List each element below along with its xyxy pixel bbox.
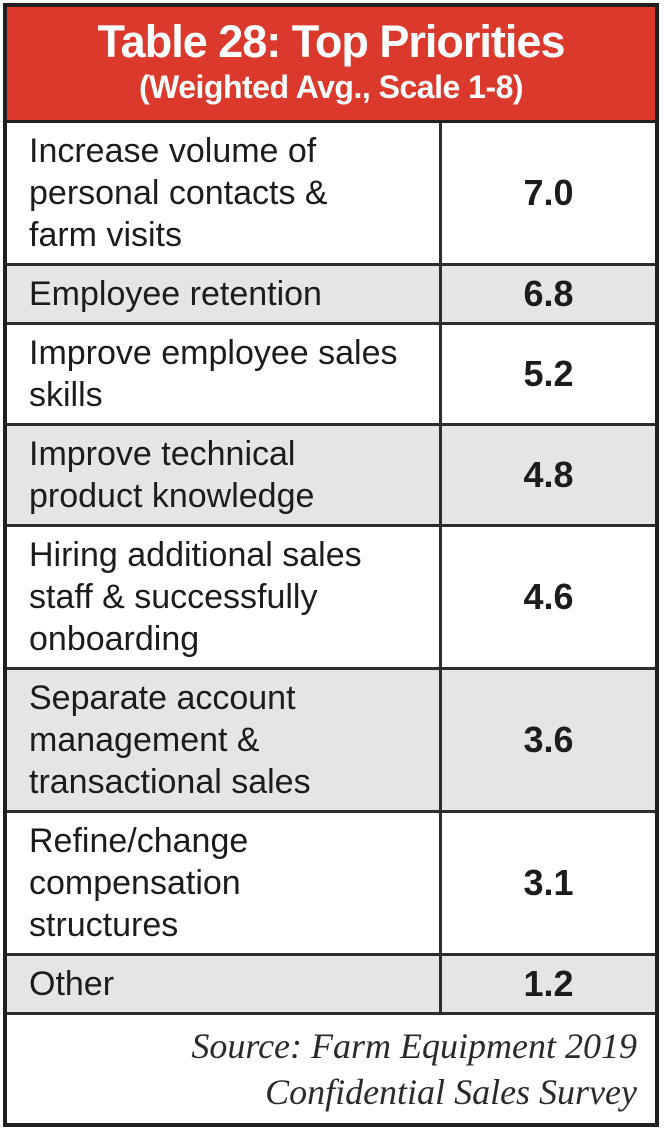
table-row: Separate account management & transactio…: [7, 670, 655, 813]
table-row: Increase volume of personal contacts & f…: [7, 123, 655, 266]
priority-label: Employee retention: [29, 275, 322, 313]
priority-label: Refine/change compensation structures: [29, 822, 249, 944]
table-row: Other 1.2: [7, 956, 655, 1015]
table-row: Hiring additional sales staff & successf…: [7, 527, 655, 670]
priority-label: Improve employee sales skills: [29, 334, 398, 414]
table-row: Employee retention 6.8: [7, 266, 655, 325]
table-title: Table 28: Top Priorities: [97, 16, 566, 67]
table-subtitle: (Weighted Avg., Scale 1-8): [138, 69, 524, 105]
priority-value: 7.0: [439, 123, 655, 263]
priority-value: 4.8: [439, 426, 655, 524]
priority-value: 4.6: [439, 527, 655, 667]
priority-value: 6.8: [439, 266, 655, 322]
source-line-1: Source: Farm Equipment 2019: [191, 1026, 637, 1066]
priority-value: 1.2: [439, 956, 655, 1012]
table-row: Improve employee sales skills 5.2: [7, 325, 655, 426]
table-row: Improve technical product knowledge 4.8: [7, 426, 655, 527]
priority-label: Hiring additional sales staff & successf…: [29, 536, 362, 658]
source-note: Source: Farm Equipment 2019 Confidential…: [7, 1015, 655, 1123]
priority-label: Improve technical product knowledge: [29, 435, 315, 515]
table-row: Refine/change compensation structures 3.…: [7, 813, 655, 956]
priority-label: Other: [29, 965, 115, 1003]
priority-value: 3.1: [439, 813, 655, 953]
source-line-2: Confidential Sales Survey: [265, 1072, 637, 1112]
priorities-table: Table 28: Top Priorities (Weighted Avg.,…: [3, 3, 659, 1127]
priority-label: Separate account management & transactio…: [29, 679, 311, 801]
priority-value: 5.2: [439, 325, 655, 423]
priority-label: Increase volume of personal contacts & f…: [29, 132, 328, 254]
table-header: Table 28: Top Priorities (Weighted Avg.,…: [7, 7, 655, 123]
priority-value: 3.6: [439, 670, 655, 810]
